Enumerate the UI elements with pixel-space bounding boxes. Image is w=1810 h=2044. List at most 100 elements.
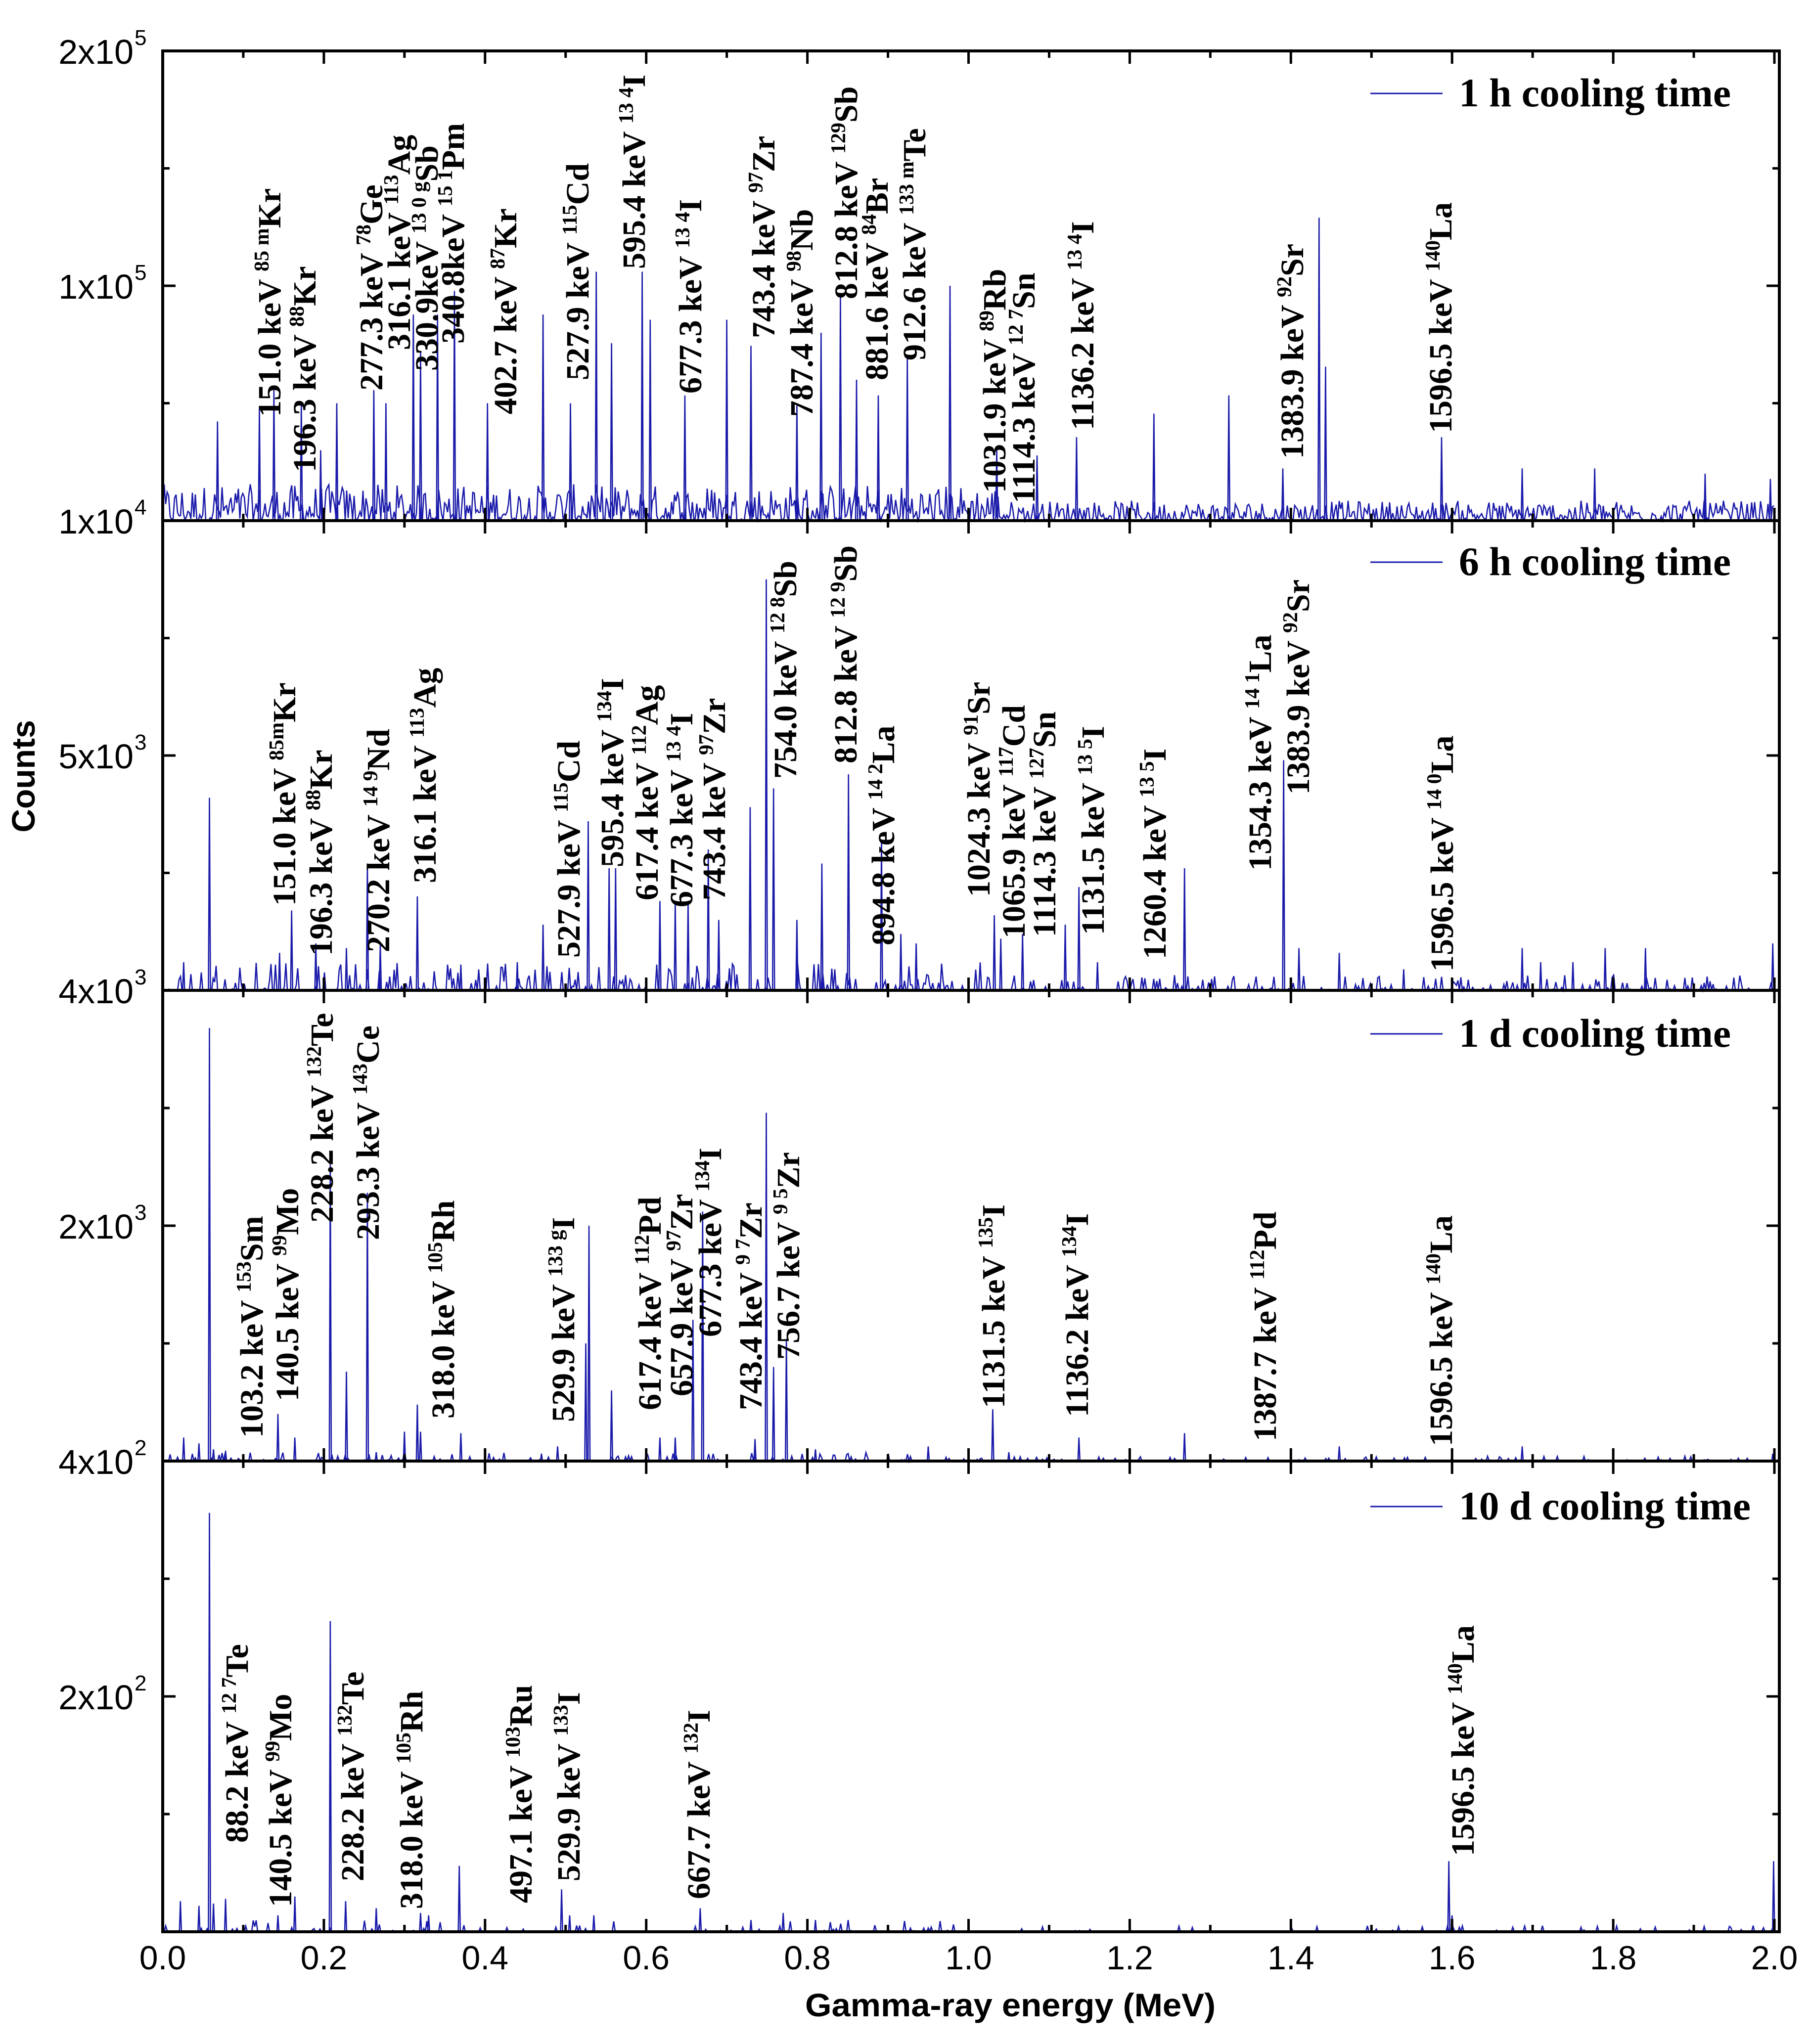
spectrum-peak xyxy=(293,1437,297,1462)
spectrum-peak xyxy=(674,901,677,991)
spectrum-peak xyxy=(683,395,687,521)
spectrum-peak xyxy=(587,821,590,991)
spectrum-peak xyxy=(839,296,842,521)
spectrum-peak xyxy=(1182,1433,1186,1462)
peak-energy: 527.9 keV xyxy=(551,812,587,958)
spectrum-peak xyxy=(374,1908,378,1932)
spectrum-peak xyxy=(1771,943,1774,991)
spectrum-peak xyxy=(314,943,317,991)
y-tick-label: 1x10 xyxy=(58,267,134,306)
peak-mass-number: 9 5 xyxy=(769,1189,792,1215)
peak-mass-number: 112 xyxy=(631,1235,654,1265)
spectrum-peak xyxy=(515,962,519,991)
spectrum-peak xyxy=(1520,1446,1524,1462)
spectrum-peak xyxy=(753,1439,757,1462)
peak-label: 402.7 keV 87Kr xyxy=(487,208,524,414)
spectrum-peak xyxy=(587,1225,591,1462)
peak-mass-number: 113 xyxy=(380,175,403,205)
peak-energy: 1596.5 keV xyxy=(1445,1694,1481,1856)
peak-element: I xyxy=(664,713,700,726)
spectrum-peak xyxy=(584,1343,588,1462)
panel-frame-4 xyxy=(161,1460,1781,1933)
spectrum-peak xyxy=(415,896,419,991)
peak-energy: 787.4 keV xyxy=(784,271,820,417)
peak-mass-number: 89 xyxy=(976,311,998,331)
spectrum-peak xyxy=(436,314,439,521)
peak-element: I xyxy=(976,1204,1012,1217)
peak-label: 228.2 keV 132Te xyxy=(334,1672,371,1881)
spectrum-peak xyxy=(345,948,348,991)
peak-energy: 1383.9 keV xyxy=(1280,633,1316,795)
spectrum-peak xyxy=(419,1912,422,1932)
peak-label: 196.3 keV 88Kr xyxy=(286,266,323,472)
peak-mass-number: 127 xyxy=(1026,748,1048,779)
peak-energy: 497.1 keV xyxy=(503,1758,539,1903)
peak-energy: 529.9 keV xyxy=(551,1736,587,1881)
spectrum-peak xyxy=(795,920,799,991)
spectrum-peak xyxy=(765,579,768,991)
spectrum-peak xyxy=(991,1409,995,1462)
spectrum-peak xyxy=(1035,455,1039,521)
y-tick-label: 1x10 xyxy=(58,502,134,541)
peak-label: 1031.9 keV 89Rb xyxy=(976,269,1013,493)
x-tick-label: 0.4 xyxy=(462,1939,509,1977)
spectrum-peak xyxy=(765,1112,768,1462)
spectrum-peak xyxy=(541,314,545,521)
spectrum-peak xyxy=(1593,468,1596,521)
peak-element: Sr xyxy=(1274,244,1311,276)
spectrum-peak xyxy=(795,403,799,521)
spectrum-peak xyxy=(781,1912,785,1932)
spectrum-peak xyxy=(403,1431,407,1462)
peak-energy: 677.3 keV xyxy=(673,248,709,394)
spectrum-peak xyxy=(592,1915,596,1932)
peak-mass-number: 134 xyxy=(593,691,616,722)
peak-energy: 1260.4 keV xyxy=(1137,798,1173,959)
peak-energy: 196.3 keV xyxy=(287,327,323,472)
spectrum-peak xyxy=(560,1889,563,1932)
peak-energy: 228.2 keV xyxy=(304,1077,340,1223)
peak-label: 1114.3 keV 12 7Sn xyxy=(1005,272,1042,503)
peak-element: Mo xyxy=(270,1188,306,1235)
spectrum-peak xyxy=(556,1446,559,1462)
peak-label: 140.5 keV 99Mo xyxy=(262,1694,299,1907)
peak-label: 1024.3 keV 91Sr xyxy=(960,682,997,897)
x-tick-label: 1.8 xyxy=(1590,1939,1637,1977)
peak-mass-number: 78 xyxy=(353,224,375,245)
spectrum-peak xyxy=(725,319,728,521)
peak-mass-number: 87 xyxy=(487,248,509,269)
x-tick-label: 0.8 xyxy=(784,1939,831,1977)
x-tick-label: 1.2 xyxy=(1106,1939,1153,1977)
peak-mass-number: 140 xyxy=(1422,1253,1445,1285)
peak-element: Br xyxy=(859,178,895,214)
spectrum-peak xyxy=(328,1164,332,1462)
spectrum-peak xyxy=(999,938,1002,991)
peak-mass-number: 92 xyxy=(1273,276,1296,297)
peak-element: Pd xyxy=(1247,1211,1283,1249)
spectrum-peak xyxy=(372,390,376,521)
spectrum-peak xyxy=(457,1866,461,1932)
spectrum-peak xyxy=(290,910,293,991)
peak-element: I xyxy=(1137,749,1173,761)
peak-mass-number: 88 xyxy=(286,306,309,327)
peak-mass-number: 13 5 xyxy=(1136,761,1159,798)
peak-element: I xyxy=(594,678,631,691)
peak-label: 316.1 keV 113Ag xyxy=(380,135,417,350)
y-tick-label: 2x10 xyxy=(58,1207,134,1246)
peak-label: 894.8 keV 14 2La xyxy=(864,725,902,945)
peak-energy: 270.2 keV xyxy=(361,807,397,952)
peak-mass-number: 129 xyxy=(827,123,850,154)
spectrum-peak xyxy=(374,1452,378,1462)
peak-energy: 1383.9 keV xyxy=(1274,297,1311,459)
peak-energy: 196.3 keV xyxy=(303,810,339,956)
peak-energy: 1596.5 keV xyxy=(1424,810,1460,972)
peak-element: Rb xyxy=(977,269,1013,311)
peak-energy: 88.2 keV xyxy=(219,1714,255,1843)
peak-label: 812.8 keV 129Sb xyxy=(827,87,864,299)
spectrum-peak xyxy=(208,798,211,991)
spectrum-peak xyxy=(820,863,824,991)
peak-mass-number: 113 xyxy=(406,708,429,738)
peak-energy: 103.2 keV xyxy=(234,1292,270,1438)
peak-energy: 1024.3 keV xyxy=(961,735,997,897)
